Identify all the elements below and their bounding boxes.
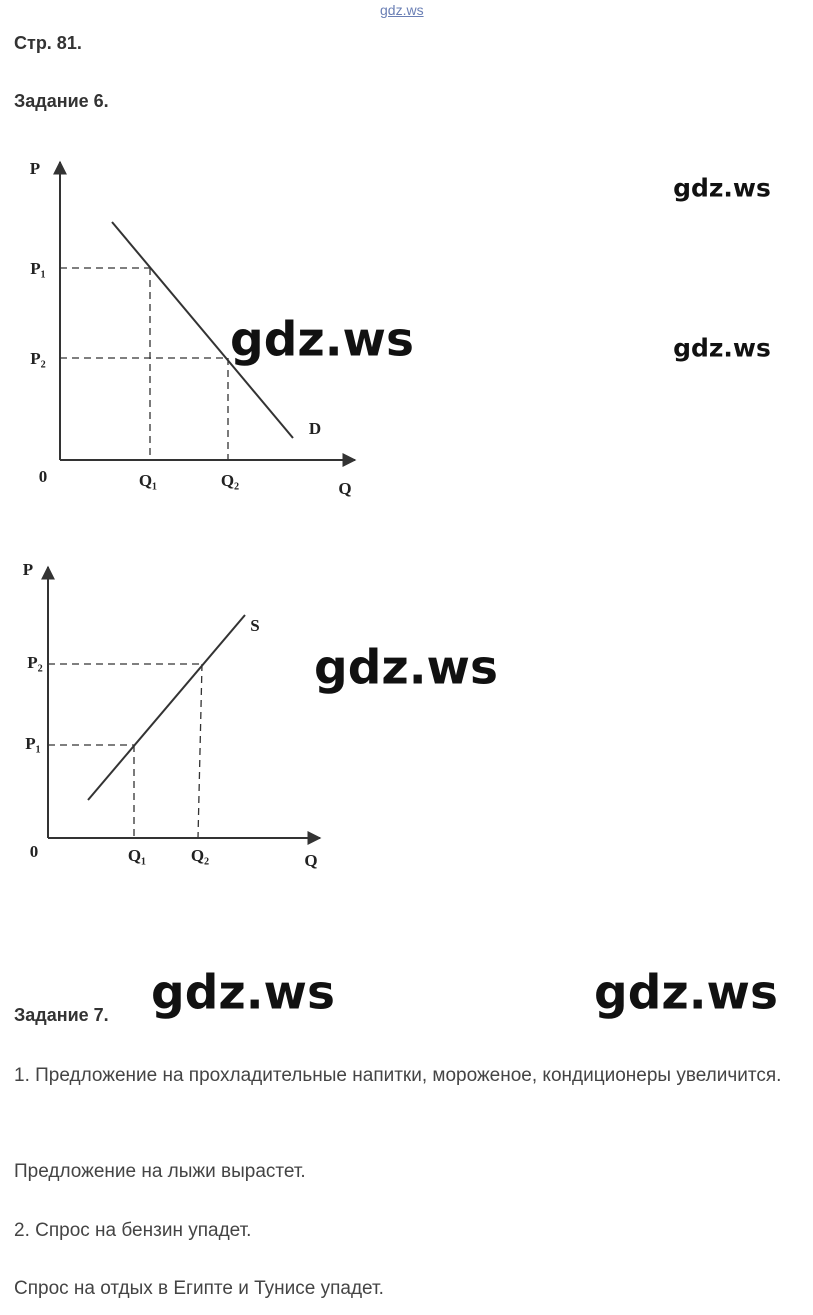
label: P₁ [30,259,45,278]
site-link[interactable]: gdz.ws [380,2,424,18]
watermark: gdz.ws [673,333,771,363]
watermark: gdz.ws [594,965,778,1021]
label: Q₁ [139,471,157,490]
supply-line [87,614,246,801]
dash [197,663,203,839]
task-title: Задание 6. [14,91,109,111]
paragraph: 2. Спрос на бензин упадет. [14,1220,252,1241]
watermark: gdz.ws [151,965,335,1021]
label: Q [338,479,351,498]
paragraph: Спрос на отдых в Египте и Тунисе упадет. [14,1278,384,1299]
label: P₂ [30,349,45,368]
label: 0 [30,842,39,861]
label: P [23,560,33,579]
label: Q₁ [128,846,146,865]
paragraph: 1. Предложение на прохладительные напитк… [14,1065,782,1086]
demand-graph: P P₁ P₂ 0 Q₁ Q₂ Q D [30,159,357,498]
label: D [309,419,321,438]
supply-graph: P P₂ P₁ 0 Q₁ Q₂ Q S [23,560,322,870]
label: Q [304,851,317,870]
watermark: gdz.ws [314,640,498,696]
watermark: gdz.ws [230,312,414,368]
page-number: Стр. 81. [14,33,82,53]
task-title: Задание 7. [14,1005,109,1025]
label: S [250,616,259,635]
paragraph: Предложение на лыжи вырастет. [14,1161,306,1182]
label: P₁ [25,734,40,753]
label: Q₂ [191,846,209,865]
label: 0 [39,467,48,486]
label: P [30,159,40,178]
label: P₂ [27,653,42,672]
label: Q₂ [221,471,239,490]
graphs: P P₁ P₂ 0 Q₁ Q₂ Q D P P₂ P₁ 0 Q₁ Q₂ Q S [23,159,357,870]
demand-line [111,221,294,439]
watermark: gdz.ws [673,173,771,203]
